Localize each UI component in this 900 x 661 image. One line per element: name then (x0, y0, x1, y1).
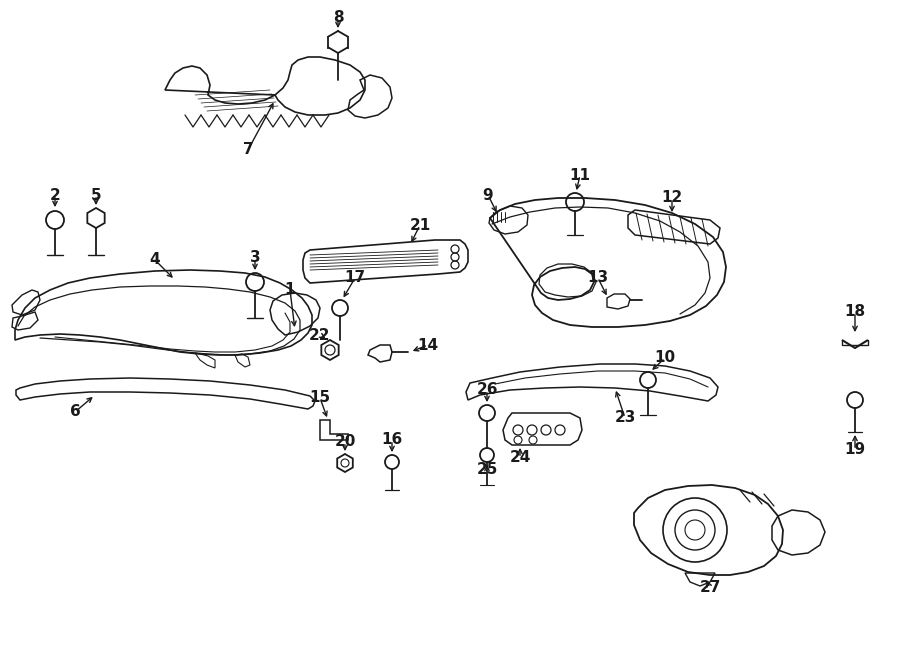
Text: 24: 24 (509, 451, 531, 465)
Text: 7: 7 (243, 143, 253, 157)
Text: 11: 11 (570, 167, 590, 182)
Text: 9: 9 (482, 188, 493, 202)
Text: 27: 27 (699, 580, 721, 596)
Text: 13: 13 (588, 270, 608, 286)
Text: 21: 21 (410, 217, 430, 233)
Text: 4: 4 (149, 253, 160, 268)
Text: 15: 15 (310, 391, 330, 405)
Text: 5: 5 (91, 188, 102, 202)
Text: 22: 22 (310, 327, 331, 342)
Text: 16: 16 (382, 432, 402, 447)
Text: 20: 20 (334, 434, 356, 449)
Text: 17: 17 (345, 270, 365, 286)
Text: 12: 12 (662, 190, 682, 206)
Text: 10: 10 (654, 350, 676, 366)
Text: 23: 23 (615, 410, 635, 426)
Text: 26: 26 (476, 383, 498, 397)
Text: 19: 19 (844, 442, 866, 457)
Text: 3: 3 (249, 251, 260, 266)
Text: 18: 18 (844, 305, 866, 319)
Text: 8: 8 (333, 11, 343, 26)
Text: 1: 1 (284, 282, 295, 297)
Text: 6: 6 (69, 405, 80, 420)
Text: 2: 2 (50, 188, 60, 202)
Text: 14: 14 (418, 338, 438, 352)
Text: 25: 25 (476, 463, 498, 477)
